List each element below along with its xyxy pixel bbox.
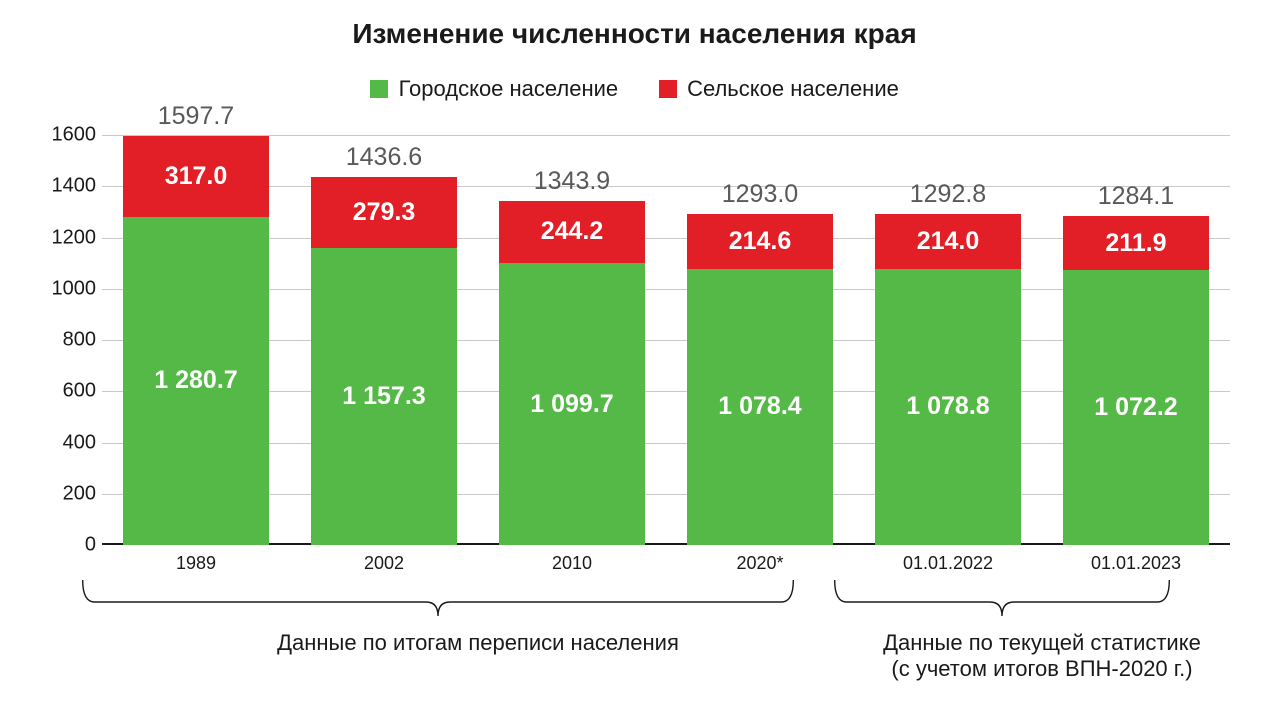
y-tick-label: 600 (63, 380, 96, 403)
bar-total-label: 1436.6 (311, 143, 458, 172)
bar-segment-rural: 214.0 (875, 214, 1022, 269)
grid-line (102, 135, 1230, 136)
bar: 317.01 280.71597.7 (123, 136, 270, 545)
bar-total-label: 1284.1 (1063, 182, 1210, 211)
y-tick-label: 1400 (52, 175, 97, 198)
y-tick-label: 400 (63, 431, 96, 454)
bar-total-label: 1293.0 (687, 180, 834, 209)
y-tick-label: 1600 (52, 124, 97, 147)
chart-area: 02004006008001000120014001600 317.01 280… (40, 135, 1230, 545)
bar-total-label: 1597.7 (123, 102, 270, 131)
bar-segment-urban: 1 078.4 (687, 269, 834, 545)
chart-title: Изменение численности населения края (0, 0, 1269, 50)
bar: 214.01 078.81292.8 (875, 214, 1022, 545)
bar-segment-urban: 1 078.8 (875, 269, 1022, 545)
group-caption: Данные по итогам переписи населения (123, 630, 834, 656)
bar-segment-rural: 214.6 (687, 214, 834, 269)
bar: 279.31 157.31436.6 (311, 177, 458, 545)
grid-line (102, 186, 1230, 187)
group-caption: Данные по текущей статистике(с учетом ит… (875, 630, 1210, 682)
bar-segment-urban: 1 099.7 (499, 263, 646, 545)
y-tick-label: 0 (85, 534, 96, 557)
legend-item-rural: Сельское население (659, 76, 899, 102)
bar: 244.21 099.71343.9 (499, 201, 646, 545)
grid-line (102, 289, 1230, 290)
bar-segment-urban: 1 280.7 (123, 217, 270, 545)
legend-label-rural: Сельское население (687, 76, 899, 101)
plot-area: 317.01 280.71597.71989279.31 157.31436.6… (102, 135, 1230, 545)
bar-total-label: 1292.8 (875, 180, 1022, 209)
page: Изменение численности населения края Гор… (0, 0, 1269, 718)
bar-segment-urban: 1 072.2 (1063, 270, 1210, 545)
y-tick-label: 1200 (52, 226, 97, 249)
legend: Городское население Сельское население (0, 76, 1269, 102)
grid-line (102, 443, 1230, 444)
y-axis: 02004006008001000120014001600 (40, 135, 102, 545)
y-tick-label: 800 (63, 329, 96, 352)
legend-swatch-rural (659, 80, 677, 98)
bar: 211.91 072.21284.1 (1063, 216, 1210, 545)
grid-line (102, 391, 1230, 392)
bar-segment-rural: 244.2 (499, 201, 646, 264)
x-axis-baseline (102, 543, 1230, 545)
bar-total-label: 1343.9 (499, 167, 646, 196)
bar-segment-urban: 1 157.3 (311, 248, 458, 545)
grid-line (102, 238, 1230, 239)
bar: 214.61 078.41293.0 (687, 214, 834, 545)
bar-segment-rural: 211.9 (1063, 216, 1210, 270)
legend-label-urban: Городское население (399, 76, 619, 101)
y-tick-label: 200 (63, 482, 96, 505)
bar-segment-rural: 279.3 (311, 177, 458, 249)
legend-item-urban: Городское население (370, 76, 618, 102)
y-tick-label: 1000 (52, 277, 97, 300)
group-brace (83, 580, 794, 616)
group-brace (835, 580, 1170, 616)
bar-segment-rural: 317.0 (123, 136, 270, 217)
grid-line (102, 340, 1230, 341)
legend-swatch-urban (370, 80, 388, 98)
grid-line (102, 494, 1230, 495)
